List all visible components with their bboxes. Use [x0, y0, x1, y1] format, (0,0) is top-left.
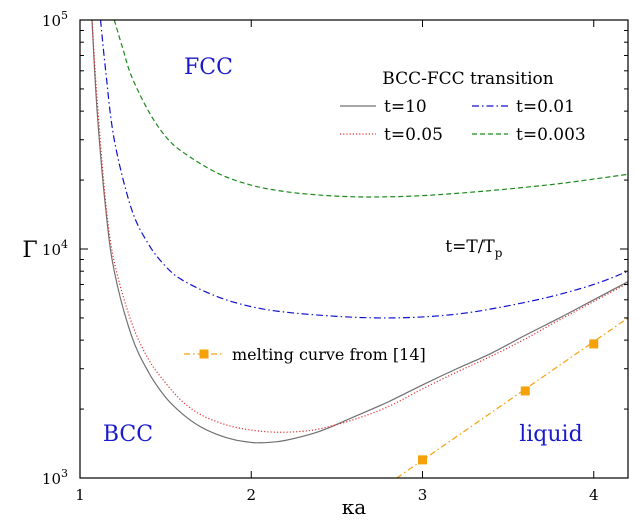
region-label-bcc: BCC: [103, 422, 153, 447]
series-group: [91, 20, 628, 444]
region-label-fcc: FCC: [184, 55, 233, 80]
region-label-liquid: liquid: [519, 422, 582, 447]
y-tick-exponent: 4: [61, 238, 68, 251]
legend: BCC-FCC transition t=10 t=0.05 t=0.01 t=0.00…: [184, 69, 586, 364]
series-line-1: [91, 20, 628, 433]
y-axis-label: Γ: [22, 238, 37, 263]
region-annotations: FCC BCC liquid t=T/Tp: [103, 55, 583, 447]
y-tick-label: 105: [42, 9, 68, 30]
melting-legend-label: melting curve from [14]: [232, 345, 426, 364]
series-line-0: [91, 20, 628, 444]
melting-curve-group: [396, 317, 628, 478]
legend-entry-label: t=10: [384, 97, 427, 117]
x-axis-label: κa: [342, 495, 367, 519]
y-tick-exponent: 5: [61, 9, 68, 22]
legend-entry-label: t=0.05: [384, 125, 443, 145]
legend-entry-label: t=0.01: [516, 97, 575, 117]
t-definition-label: t=T/Tp: [445, 237, 502, 260]
melting-point: [589, 339, 599, 349]
y-tick-label: 103: [42, 467, 68, 488]
melting-legend-marker: [199, 349, 209, 359]
melting-point: [418, 455, 427, 465]
melting-point: [520, 386, 530, 396]
y-tick-exponent: 3: [61, 467, 68, 480]
x-tick-label: 2: [246, 486, 256, 504]
legend-entry-label: t=0.003: [516, 125, 586, 145]
axis-ticks: 1 2 3 4 103 104 105: [42, 9, 628, 504]
series-line-3: [113, 20, 628, 198]
y-tick-label: 104: [42, 238, 68, 259]
x-tick-label: 1: [75, 486, 85, 504]
series-line-2: [99, 20, 628, 319]
x-tick-label: 3: [418, 486, 428, 504]
legend-title: BCC-FCC transition: [382, 69, 553, 89]
t-definition-subscript: p: [495, 246, 503, 260]
x-tick-label: 4: [589, 486, 599, 504]
